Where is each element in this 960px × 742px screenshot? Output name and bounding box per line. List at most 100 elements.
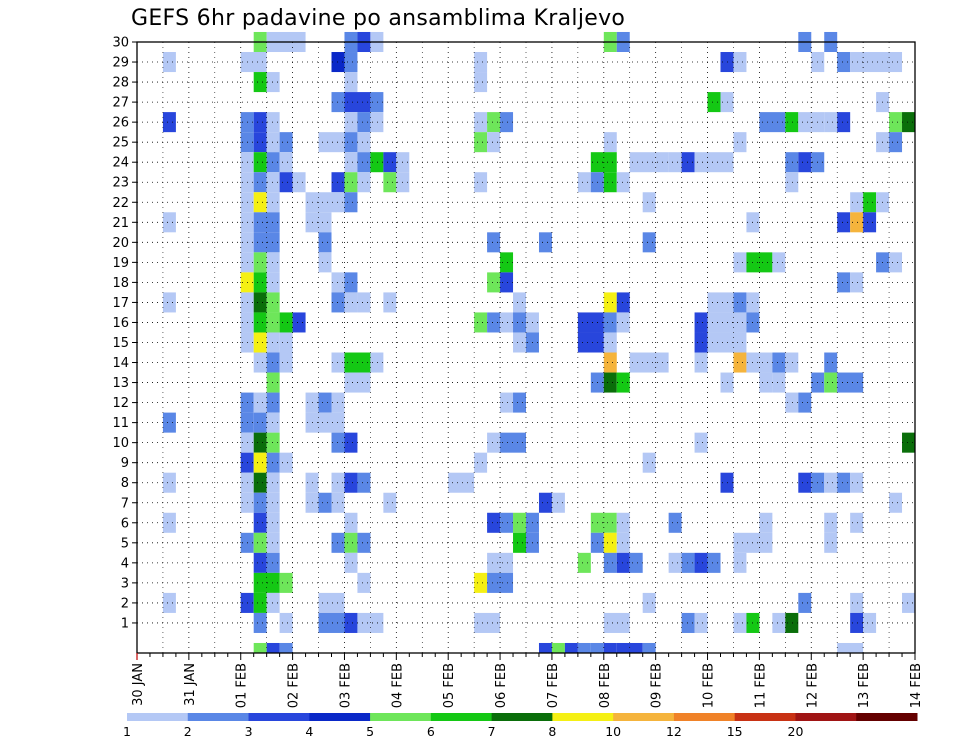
precip-cell <box>474 172 488 193</box>
x-tick-label: 30 JAN <box>131 663 146 706</box>
precip-cell <box>266 552 280 573</box>
precip-cell <box>279 132 293 153</box>
precip-cell <box>707 292 721 313</box>
precip-cell <box>253 642 267 653</box>
precip-cell <box>694 352 708 373</box>
precip-cell <box>837 372 864 393</box>
precip-cell <box>487 132 501 153</box>
precip-cell <box>318 232 332 253</box>
precip-cell <box>500 512 514 533</box>
precip-cell <box>279 572 293 593</box>
legend-swatch <box>430 713 493 721</box>
precip-cell <box>370 612 384 633</box>
precip-cell <box>850 272 864 293</box>
precip-cell <box>629 552 643 573</box>
precip-cell <box>266 412 280 433</box>
precip-cell <box>513 392 526 413</box>
precip-cell <box>759 512 773 533</box>
precip-cell <box>837 642 864 653</box>
y-tick-label: 12 <box>112 396 129 411</box>
precip-cell <box>837 472 851 493</box>
legend-label: 5 <box>366 724 374 739</box>
precip-cell <box>694 612 708 633</box>
legend-swatch <box>309 713 371 721</box>
precip-cell <box>603 292 617 313</box>
precip-cell <box>253 272 267 293</box>
precip-cell <box>266 392 280 413</box>
precip-cell <box>824 112 838 133</box>
precip-cell <box>357 612 371 633</box>
precip-cell <box>162 412 176 433</box>
precip-cell <box>266 642 280 653</box>
precip-cell <box>681 152 695 173</box>
y-tick-label: 26 <box>112 116 129 131</box>
precip-cell <box>902 112 915 133</box>
precip-cell <box>357 532 371 553</box>
precip-cell <box>357 152 371 173</box>
y-tick-label: 22 <box>112 196 129 211</box>
precip-cell <box>668 552 682 573</box>
precip-cell <box>850 212 864 233</box>
precip-cell <box>318 392 332 413</box>
precip-cell <box>733 292 747 313</box>
precip-cell <box>837 52 851 73</box>
precip-cell <box>513 532 526 553</box>
precip-cell <box>850 592 864 613</box>
precip-cell <box>694 312 708 333</box>
y-tick-label: 18 <box>112 276 129 291</box>
precip-cell <box>798 112 812 133</box>
precip-cell <box>551 492 565 513</box>
precip-cell <box>344 272 358 293</box>
precip-cell <box>616 512 630 533</box>
y-tick-label: 16 <box>112 316 129 331</box>
y-tick-label: 17 <box>112 296 129 311</box>
precip-cell <box>266 492 280 513</box>
precip-cell <box>357 172 371 193</box>
precip-cell <box>279 312 293 333</box>
legend-swatch <box>552 713 614 721</box>
precip-cell <box>344 72 358 93</box>
precip-cell <box>266 512 280 533</box>
precip-cell <box>162 52 176 73</box>
legend-label: 2 <box>184 724 192 739</box>
precip-cell <box>253 432 267 453</box>
y-tick-label: 20 <box>112 236 129 251</box>
precip-cell <box>603 372 617 393</box>
x-tick-label: 12 FEB <box>805 663 820 708</box>
precip-cell <box>500 112 514 133</box>
precip-cell <box>253 292 267 313</box>
precip-cell <box>889 112 903 133</box>
x-tick-label: 13 FEB <box>857 663 872 708</box>
precip-cell <box>487 512 501 533</box>
precip-cell <box>383 152 397 173</box>
precip-cell <box>772 352 786 373</box>
precip-cell <box>707 332 747 353</box>
precip-cell <box>733 252 747 273</box>
precip-cell <box>487 232 501 253</box>
precip-cell <box>500 432 526 453</box>
precip-cell <box>603 352 617 373</box>
precip-cell <box>370 92 384 113</box>
x-tick-label: 06 FEB <box>494 663 509 708</box>
legend-label: 1 <box>123 724 131 739</box>
x-tick-label: 14 FEB <box>909 663 924 708</box>
precip-cell <box>253 132 267 153</box>
legend-swatch <box>734 713 796 721</box>
chart-title: GEFS 6hr padavine po ansamblima Kraljevo <box>131 6 626 31</box>
x-tick-label: 08 FEB <box>598 663 613 708</box>
precip-cell <box>513 312 526 333</box>
precip-cell <box>850 192 864 213</box>
precip-cell <box>344 132 358 153</box>
precip-cell <box>863 212 877 233</box>
precip-cell <box>344 432 358 453</box>
precip-cell <box>344 532 358 553</box>
precip-cell <box>253 172 267 193</box>
x-tick-label: 03 FEB <box>338 663 353 708</box>
precip-cell <box>279 172 293 193</box>
precip-cell <box>616 532 630 553</box>
precip-cell <box>603 332 617 353</box>
precip-cell <box>590 642 604 653</box>
legend-swatch <box>491 713 553 721</box>
precip-cell <box>253 392 267 413</box>
